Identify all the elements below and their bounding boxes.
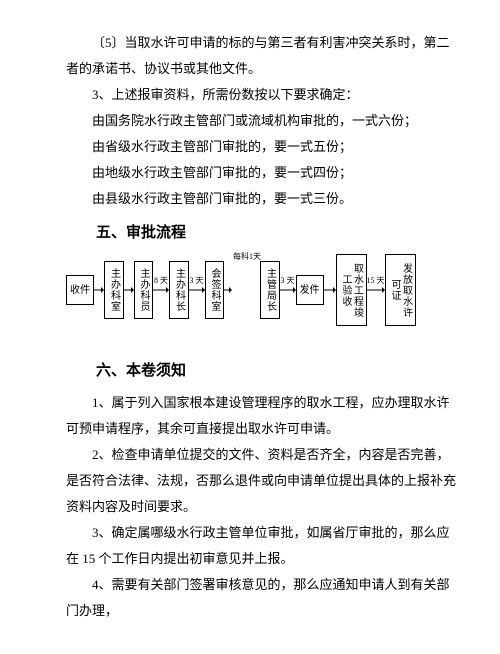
flow-node-staff: 主办科员: [134, 261, 154, 319]
para-req-6: 由国务院水行政主管部门或流域机构审批的，一式六份；: [66, 108, 456, 134]
flow-arrow-icon: [124, 286, 134, 294]
flow-arrow-icon: [94, 286, 104, 294]
flow-arrow-icon: 8 天: [153, 286, 169, 294]
note-3: 3、确定属哪级水行政主管单位审批，如属省厅审批的，那么应在 15 个工作日内提出…: [66, 520, 456, 572]
flow-node-dept: 主办科室: [104, 261, 124, 319]
para-req-5: 由省级水行政主管部门审批的，要一式五份；: [66, 134, 456, 160]
flow-arrow-icon: 15 天: [367, 286, 385, 294]
flow-arrow-icon: 3 天: [280, 286, 296, 294]
para-5-5: 〔5〕当取水许可申请的标的与第三者有利害冲突关系时，第二者的承诺书、协议书或其他…: [66, 30, 456, 82]
flow-pre-label: 每科1天: [233, 249, 261, 265]
para-req-3: 由县级水行政主管部门审批的，要一式三份。: [66, 186, 456, 212]
flow-node-director: 主管局长: [260, 261, 280, 319]
heading-6: 六、本卷须知: [66, 356, 456, 386]
flow-node-dispatch: 发件: [296, 275, 324, 305]
flow-arrow-label: 3 天: [280, 273, 296, 289]
flow-node-acceptance: 取水工程竣工验收: [336, 254, 367, 326]
flow-node-receive: 收件: [66, 275, 94, 305]
note-2: 2、检查申请单位提交的文件、资料是否齐全，内容是否完善，是否符合法律、法规，否那…: [66, 442, 456, 520]
note-4: 4、需要有关部门签署审核意见的，那么应通知申请人到有关部门办理，: [66, 572, 456, 624]
flow-arrow-label: 3 天: [189, 273, 205, 289]
para-3-intro: 3、上述报审资料，所需份数按以下要求确定：: [66, 82, 456, 108]
flow-node-cosign: 会签科室: [205, 261, 225, 319]
flow-arrow-icon: [324, 286, 336, 294]
flow-node-section-chief: 主办科长: [169, 261, 189, 319]
flow-node-issue: 发放取水许可证: [385, 254, 416, 326]
flow-arrow-label: 15 天: [367, 273, 385, 289]
para-req-4: 由地级水行政主管部门审批的，要一式四份；: [66, 160, 456, 186]
flow-arrow-label: 8 天: [153, 273, 169, 289]
approval-flowchart: 收件 主办科室 主办科员 8 天 主办科长 3 天 会签科室 每科1天 主管局长…: [66, 254, 456, 326]
flow-arrow-icon: [224, 286, 234, 294]
flow-arrow-icon: 3 天: [189, 286, 205, 294]
heading-5: 五、审批流程: [66, 218, 456, 248]
note-1: 1、属于列入国家根本建设管理程序的取水工程，应办理取水许可预申请程序，其余可直接…: [66, 390, 456, 442]
